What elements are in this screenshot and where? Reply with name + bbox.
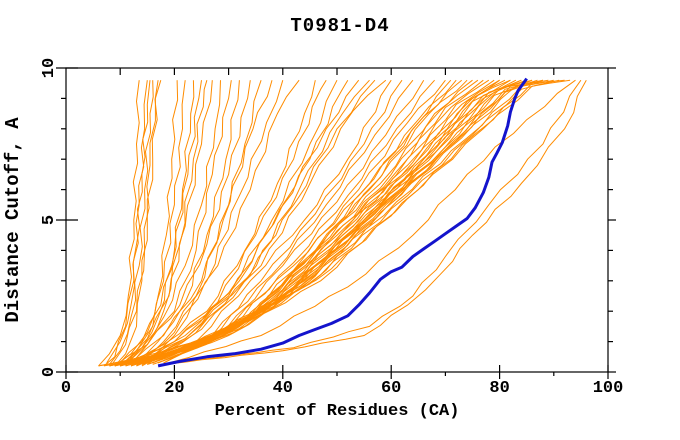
model-curve <box>114 80 251 367</box>
tick-label: 100 <box>593 379 624 398</box>
model-curve <box>130 79 468 365</box>
highlight-curve <box>157 77 528 368</box>
model-curve <box>130 79 327 365</box>
model-curve <box>125 80 213 367</box>
model-curve <box>136 80 262 365</box>
model-curve <box>120 79 446 367</box>
model-curve <box>130 79 522 367</box>
model-curve <box>130 79 376 367</box>
plot-area: 0 20 40 60 80 100 0 5 10 <box>40 58 623 398</box>
model-curve <box>141 79 544 365</box>
model-curve <box>152 79 522 364</box>
model-curve <box>130 80 208 365</box>
model-curve <box>98 79 452 367</box>
model-curve <box>125 79 457 365</box>
model-curve <box>125 80 232 365</box>
tick-label: 5 <box>40 215 59 225</box>
model-curve <box>120 79 479 367</box>
model-curve <box>119 80 316 367</box>
model-curve <box>109 80 154 365</box>
model-curve <box>109 79 403 367</box>
model-curve <box>136 79 360 367</box>
model-curve <box>125 80 195 365</box>
tick-label: 80 <box>489 379 509 398</box>
model-curve <box>174 79 582 364</box>
tick-label: 40 <box>273 379 293 398</box>
model-curve <box>119 80 221 367</box>
y-axis-label: Distance Cutoff, A <box>2 117 24 323</box>
model-curve <box>114 79 463 367</box>
model-curve <box>119 80 202 364</box>
tick-label: 60 <box>381 379 401 398</box>
x-axis-label: Percent of Residues (CA) <box>215 402 460 421</box>
model-curve <box>168 79 576 364</box>
model-curve <box>114 80 159 367</box>
model-curve <box>125 79 495 367</box>
model-curve <box>111 80 162 365</box>
tick-label: 0 <box>61 379 71 398</box>
model-curve <box>136 79 484 365</box>
model-curve <box>114 79 425 367</box>
model-curve <box>98 80 140 367</box>
tick-label: 0 <box>40 367 59 377</box>
tick-label: 10 <box>40 58 59 78</box>
model-curve <box>109 79 435 367</box>
model-curve <box>141 79 387 365</box>
chart-title: T0981-D4 <box>290 15 389 37</box>
model-curve <box>163 79 587 365</box>
model-curve <box>114 80 179 367</box>
model-curve <box>136 79 300 367</box>
model-curve <box>106 80 151 364</box>
model-curve <box>119 80 186 367</box>
model-curve <box>163 79 571 364</box>
model-curve <box>130 80 273 364</box>
tick-label: 20 <box>164 379 184 398</box>
model-curve <box>141 80 284 365</box>
model-curve <box>114 79 490 367</box>
